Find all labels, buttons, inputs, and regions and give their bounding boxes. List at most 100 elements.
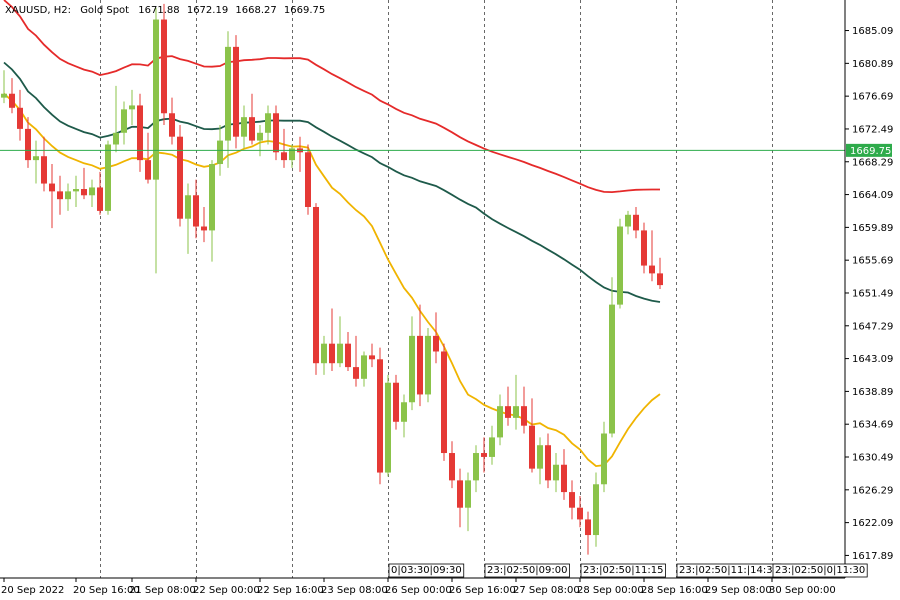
candle (201, 206, 207, 243)
x-tick-label: 22 Sep 16:00 (257, 585, 324, 596)
candle-body (345, 343, 351, 368)
candle (169, 97, 175, 145)
y-tick-label: 1664.09 (852, 190, 893, 201)
candle (209, 160, 215, 262)
current-price-label: 1669.75 (850, 146, 891, 157)
candle (649, 230, 655, 282)
candle-body (601, 433, 607, 485)
candle-body (505, 406, 511, 418)
candle (481, 437, 487, 473)
candle (265, 105, 271, 145)
candle (137, 93, 143, 172)
candle-body (313, 206, 319, 364)
candle-body (217, 140, 223, 165)
candle-body (409, 335, 415, 403)
candle (353, 335, 359, 387)
candle-body (377, 359, 383, 473)
x-tick-label: 26 Sep 16:00 (449, 585, 516, 596)
low-price: 1668.27 (235, 5, 276, 16)
candle-body (129, 105, 135, 110)
candle (321, 335, 327, 375)
candle (569, 480, 575, 520)
candle (33, 140, 39, 184)
candle (257, 124, 263, 157)
candle-body (625, 214, 631, 227)
candle (433, 312, 439, 364)
x-tick-label: 27 Sep 08:00 (513, 585, 580, 596)
candle-body (481, 453, 487, 457)
candle (1, 70, 7, 104)
session-label: 0|03:30|09:30 (391, 565, 462, 576)
candle-body (497, 406, 503, 438)
candle (561, 449, 567, 500)
candle (537, 437, 543, 485)
candle-body (113, 132, 119, 145)
y-tick-label: 1626.29 (852, 485, 893, 496)
y-tick-label: 1638.89 (852, 387, 893, 398)
candle (25, 117, 31, 168)
candle (441, 343, 447, 461)
y-tick-label: 1634.69 (852, 420, 893, 431)
candle-body (657, 273, 663, 286)
candle (369, 343, 375, 368)
candle-body (81, 189, 87, 196)
y-tick-label: 1676.69 (852, 92, 893, 103)
candle (489, 425, 495, 465)
candle-body (545, 445, 551, 481)
candle-body (593, 484, 599, 536)
candle (545, 433, 551, 489)
session-label-group: 23:|02:50|09:00 (484, 563, 570, 578)
candle-body (137, 105, 143, 161)
session-label: 23:|02:50|0|11:30 (775, 565, 865, 576)
candle (377, 347, 383, 485)
y-tick-label: 1659.89 (852, 223, 893, 234)
session-label-group: 23:|02:50|11:15 (580, 563, 666, 578)
x-tick-label: 22 Sep 00:00 (193, 585, 260, 596)
candle (593, 472, 599, 547)
candle (17, 89, 23, 141)
candle-body (289, 148, 295, 161)
candle-body (257, 132, 263, 141)
session-label-box (388, 563, 465, 578)
candle-body (201, 226, 207, 231)
x-tick-label: 29 Sep 08:00 (705, 585, 772, 596)
candle (577, 495, 583, 528)
y-tick-label: 1668.29 (852, 157, 893, 168)
candle-body (465, 480, 471, 508)
candle (497, 394, 503, 446)
candle-body (41, 156, 47, 184)
candle-body (169, 113, 175, 137)
open-price: 1671.88 (138, 5, 179, 16)
x-tick-label: 30 Sep 00:00 (769, 585, 836, 596)
candle (105, 140, 111, 215)
candle-body (97, 187, 103, 211)
candle-body (457, 480, 463, 508)
candle-body (537, 445, 543, 469)
candle-body (209, 164, 215, 231)
candle (449, 441, 455, 489)
candle (585, 511, 591, 555)
candle-body (513, 406, 519, 418)
candle-body (177, 136, 183, 219)
candle-body (17, 107, 23, 129)
session-label-group: 0|03:30|09:30 (388, 563, 465, 578)
candle-body (417, 335, 423, 395)
current-price-tag: 1669.75 (846, 143, 892, 157)
session-label-group: 23:|02:50|11:|14:30 (676, 563, 782, 578)
candle-body (1, 93, 7, 98)
candle (97, 171, 103, 215)
candle-body (329, 343, 335, 364)
candle (185, 183, 191, 254)
candle-body (241, 117, 247, 137)
candle (41, 136, 47, 192)
candle (281, 128, 287, 168)
y-tick-label: 1655.69 (852, 256, 893, 267)
y-tick-label: 1630.49 (852, 453, 893, 464)
candle (417, 304, 423, 407)
candle (113, 85, 119, 153)
y-tick-label: 1651.49 (852, 288, 893, 299)
y-tick-label: 1617.89 (852, 551, 893, 562)
chart-header: XAUUSD, H2: Gold Spot 1671.88 1672.19 16… (5, 5, 325, 16)
candle (465, 472, 471, 532)
